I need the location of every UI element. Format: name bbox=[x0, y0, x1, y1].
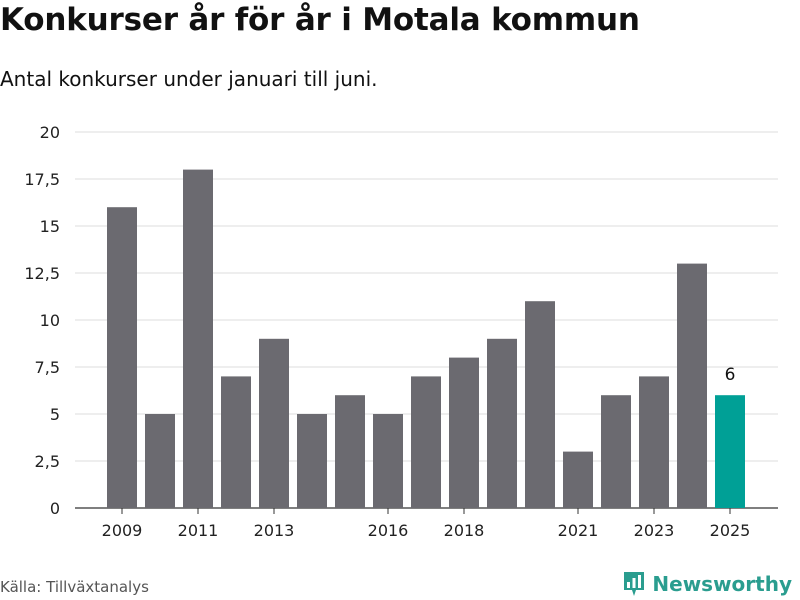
highlight-data-label: 6 bbox=[725, 365, 736, 385]
x-tick-label: 2016 bbox=[368, 521, 409, 540]
chart-title: Konkurser år för år i Motala kommun bbox=[0, 2, 640, 38]
bar-2015 bbox=[335, 395, 365, 508]
bar-2017 bbox=[411, 376, 441, 508]
bar-2022 bbox=[601, 395, 631, 508]
bar-2011 bbox=[183, 169, 213, 508]
chart-subtitle: Antal konkurser under januari till juni. bbox=[0, 67, 378, 91]
x-tick-label: 2018 bbox=[444, 521, 485, 540]
y-tick-label: 17,5 bbox=[24, 170, 60, 189]
bars bbox=[107, 169, 745, 508]
data-labels: 6 bbox=[725, 365, 736, 385]
y-tick-label: 7,5 bbox=[35, 358, 60, 377]
x-axis-tick-labels: 2009 2011 2013 2016 2018 2021 2023 2025 bbox=[102, 508, 751, 540]
bar-2014 bbox=[297, 414, 327, 508]
source-note: Källa: Tillväxtanalys bbox=[0, 578, 149, 596]
y-axis-tick-labels: 0 2,5 5 7,5 10 12,5 15 17,5 20 bbox=[24, 123, 60, 518]
x-tick-label: 2025 bbox=[710, 521, 751, 540]
bar-2013 bbox=[259, 338, 289, 508]
bar-2019 bbox=[487, 338, 517, 508]
y-tick-label: 0 bbox=[50, 499, 60, 518]
bar-2023 bbox=[639, 376, 669, 508]
brand-name: Newsworthy bbox=[652, 572, 792, 596]
bar-2016 bbox=[373, 414, 403, 508]
y-tick-label: 10 bbox=[40, 311, 60, 330]
x-tick-label: 2011 bbox=[178, 521, 219, 540]
y-tick-label: 2,5 bbox=[35, 452, 60, 471]
y-tick-label: 12,5 bbox=[24, 264, 60, 283]
bar-2024 bbox=[677, 263, 707, 508]
bar-2021 bbox=[563, 451, 593, 508]
bar-2009 bbox=[107, 207, 137, 508]
x-tick-label: 2023 bbox=[634, 521, 675, 540]
newsworthy-logo: Newsworthy bbox=[622, 570, 792, 598]
x-tick-label: 2013 bbox=[254, 521, 295, 540]
x-tick-label: 2021 bbox=[558, 521, 599, 540]
bar-2025 bbox=[715, 395, 745, 508]
x-tick-label: 2009 bbox=[102, 521, 143, 540]
bar-chart-logo-icon bbox=[624, 572, 645, 596]
y-tick-label: 5 bbox=[50, 405, 60, 424]
bar-2018 bbox=[449, 357, 479, 508]
bar-2010 bbox=[145, 414, 175, 508]
bar-2020 bbox=[525, 301, 555, 508]
y-tick-label: 20 bbox=[40, 123, 60, 142]
bar-2012 bbox=[221, 376, 251, 508]
y-tick-label: 15 bbox=[40, 217, 60, 236]
